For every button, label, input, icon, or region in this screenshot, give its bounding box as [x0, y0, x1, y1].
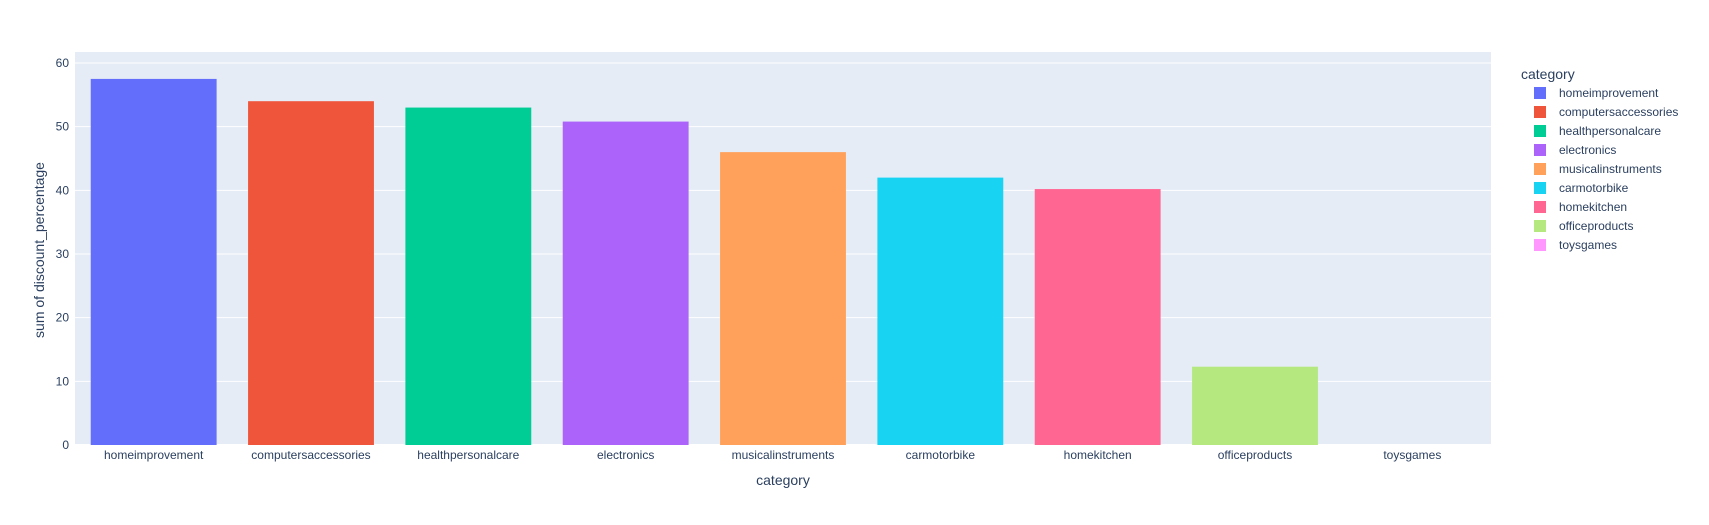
x-tick-label: musicalinstruments	[732, 448, 835, 462]
bar-homeimprovement	[90, 78, 217, 446]
legend-item-label: homeimprovement	[1559, 86, 1659, 100]
bar-carmotorbike	[877, 177, 1004, 445]
y-tick-label: 60	[56, 56, 70, 70]
x-tick-label: homekitchen	[1064, 448, 1132, 462]
legend-swatch	[1534, 182, 1546, 194]
bar-electronics	[562, 121, 689, 445]
x-axis-ticks: homeimprovement computersaccessories healt…	[104, 448, 1441, 462]
legend-title: category	[1521, 66, 1575, 82]
legend-swatch	[1534, 87, 1546, 99]
bar-officeproducts	[1192, 366, 1318, 445]
x-tick-label: electronics	[597, 448, 654, 462]
x-tick-label: computersaccessories	[251, 448, 370, 462]
x-tick-label: carmotorbike	[906, 448, 976, 462]
x-tick-label: healthpersonalcare	[417, 448, 519, 462]
legend-swatch	[1534, 106, 1546, 118]
legend: category homeimprovement computersaccesso…	[1521, 66, 1678, 252]
bar-computersaccessories	[248, 101, 374, 445]
legend-item-label: homekitchen	[1559, 200, 1627, 214]
y-tick-label: 50	[56, 120, 70, 134]
legend-swatch	[1534, 144, 1546, 156]
y-tick-label: 30	[56, 247, 70, 261]
legend-swatch	[1534, 201, 1546, 213]
x-tick-label: officeproducts	[1218, 448, 1293, 462]
legend-item-label: healthpersonalcare	[1559, 124, 1661, 138]
legend-item-label: toysgames	[1559, 238, 1617, 252]
bar-homekitchen	[1034, 189, 1161, 445]
y-tick-label: 10	[56, 374, 70, 388]
bar-healthpersonalcare	[405, 107, 532, 446]
legend-item-label: electronics	[1559, 143, 1616, 157]
legend-item-label: officeproducts	[1559, 219, 1634, 233]
y-axis-title: sum of discount_percentage	[31, 162, 47, 338]
legend-swatch	[1534, 125, 1546, 137]
bar-musicalinstruments	[720, 152, 846, 445]
legend-swatch	[1534, 239, 1546, 251]
legend-swatch	[1534, 220, 1546, 232]
x-axis-title: category	[756, 472, 810, 488]
y-tick-label: 40	[56, 183, 70, 197]
y-axis-ticks: 0 10 20 30 40 50 60	[56, 56, 70, 452]
bars	[90, 78, 1318, 446]
legend-item-label: computersaccessories	[1559, 105, 1678, 119]
legend-item-label: musicalinstruments	[1559, 162, 1662, 176]
legend-swatch	[1534, 163, 1546, 175]
legend-item-label: carmotorbike	[1559, 181, 1629, 195]
y-tick-label: 20	[56, 311, 70, 325]
x-tick-label: toysgames	[1383, 448, 1441, 462]
y-tick-label: 0	[62, 438, 69, 452]
x-tick-label: homeimprovement	[104, 448, 204, 462]
